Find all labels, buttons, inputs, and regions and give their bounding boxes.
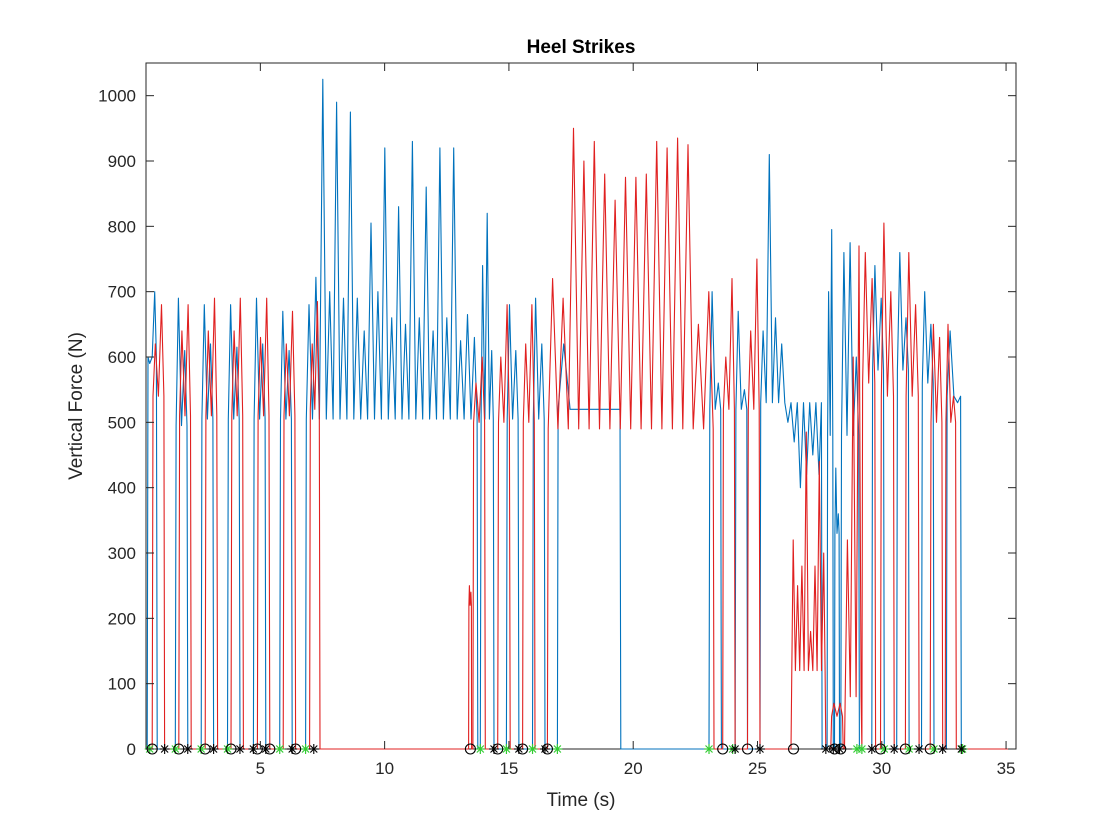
y-tick-label: 400 — [108, 479, 136, 498]
black-star-marker — [234, 744, 245, 754]
circle-marker — [251, 743, 263, 755]
green-star-marker — [704, 744, 715, 754]
y-tick-label: 500 — [108, 413, 136, 432]
force-series-red — [146, 127, 1011, 750]
circle-marker — [924, 743, 936, 755]
x-tick-label: 30 — [872, 759, 891, 778]
circle-marker — [492, 743, 504, 755]
circle-marker — [899, 743, 911, 755]
y-tick-label: 200 — [108, 609, 136, 628]
force-series-blue — [146, 78, 1011, 750]
circle-marker — [717, 743, 729, 755]
y-tick-label: 100 — [108, 675, 136, 694]
circle-marker — [741, 743, 754, 755]
circle-marker — [874, 743, 887, 755]
green-star-marker — [274, 744, 285, 754]
y-tick-label: 1000 — [98, 87, 136, 106]
chart-title: Heel Strikes — [527, 37, 636, 58]
black-star-marker — [730, 744, 741, 754]
green-star-marker — [928, 744, 939, 754]
black-star-marker — [956, 744, 967, 754]
plot-area — [145, 62, 1017, 750]
x-tick-label: 5 — [256, 759, 265, 778]
x-tick-label: 25 — [748, 759, 767, 778]
black-star-marker — [159, 744, 170, 754]
green-star-marker — [527, 744, 538, 754]
circle-marker — [835, 743, 847, 755]
black-star-marker — [182, 744, 193, 754]
x-tick-label: 20 — [624, 759, 643, 778]
series-layer — [146, 78, 1011, 750]
circle-marker — [464, 743, 476, 755]
circle-marker — [517, 743, 529, 755]
circle-marker — [828, 743, 841, 755]
black-star-marker — [889, 744, 900, 754]
black-star-marker — [754, 744, 765, 754]
x-tick-label: 15 — [499, 759, 518, 778]
black-star-marker — [308, 744, 319, 754]
black-star-marker — [866, 744, 877, 754]
y-axis-label: Vertical Force (N) — [66, 332, 87, 480]
marker-layer — [144, 743, 968, 755]
x-tick-label: 35 — [997, 759, 1016, 778]
axis-layer: 5 10 15 20 25 30 35 0 100 200 300 400 500 600 700 800 90… — [98, 63, 1016, 778]
y-tick-label: 700 — [108, 283, 136, 302]
y-tick-label: 800 — [108, 217, 136, 236]
y-tick-label: 300 — [108, 544, 136, 563]
circle-marker — [264, 743, 276, 755]
circle-marker — [787, 743, 800, 755]
black-star-marker — [914, 744, 925, 754]
green-star-marker — [552, 744, 563, 754]
circle-marker — [199, 743, 211, 755]
y-tick-label: 600 — [108, 348, 136, 367]
circle-marker — [173, 743, 185, 755]
circle-marker — [290, 743, 302, 755]
x-tick-label: 10 — [375, 759, 394, 778]
x-axis-label: Time (s) — [547, 790, 616, 811]
green-star-marker — [856, 744, 867, 754]
y-tick-label: 900 — [108, 152, 136, 171]
circle-marker — [225, 743, 237, 755]
y-tick-label: 0 — [127, 740, 136, 759]
circle-marker — [541, 743, 553, 755]
green-star-marker — [475, 744, 486, 754]
black-star-marker — [937, 744, 948, 754]
black-star-marker — [539, 744, 550, 754]
